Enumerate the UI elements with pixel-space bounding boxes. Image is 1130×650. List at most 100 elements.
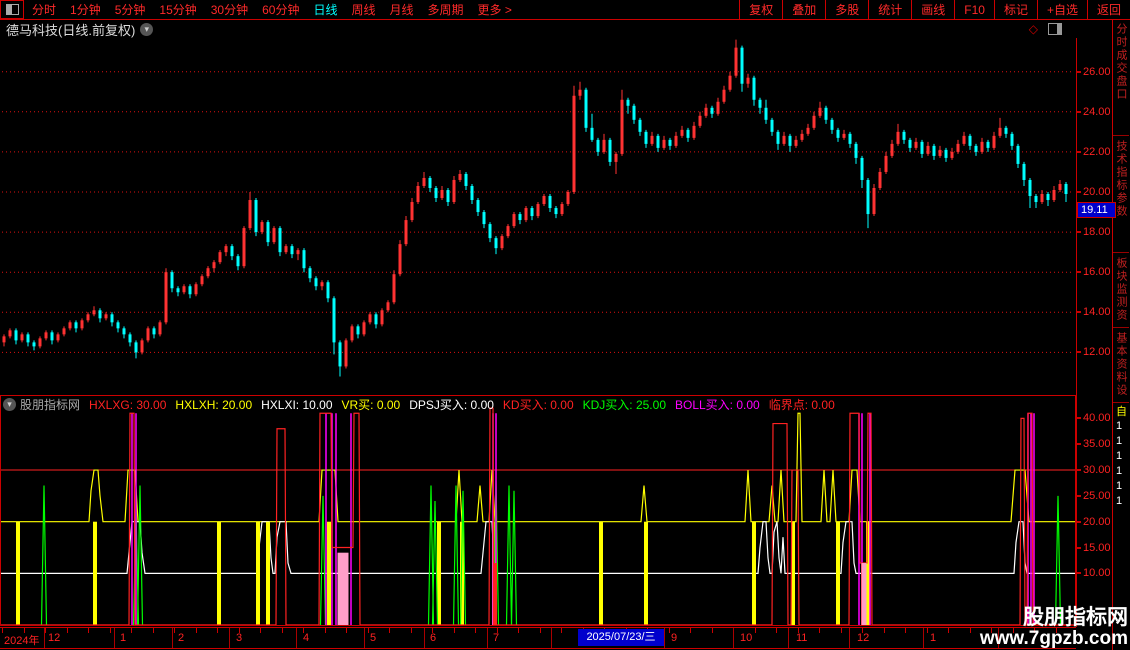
- indicator-axis-label: 15.00: [1083, 541, 1111, 554]
- month-separator: [551, 628, 552, 648]
- candle-body: [128, 334, 132, 343]
- candle-body: [98, 310, 102, 319]
- time-axis-label: 9: [671, 632, 678, 644]
- toolbar-button[interactable]: 多股: [825, 0, 868, 19]
- candle-body: [200, 276, 204, 285]
- diamond-icon[interactable]: ◇: [1028, 22, 1038, 36]
- candle-body: [878, 171, 882, 188]
- candle-body: [530, 208, 534, 217]
- candle-body: [464, 173, 468, 186]
- time-axis[interactable]: 2025/07/23/三 2024年 12 1 2 3 4 5 6 7 9 10 11 12 1: [0, 627, 1076, 649]
- candle-body: [914, 141, 918, 148]
- candle-body: [590, 127, 594, 140]
- candle-body: [620, 99, 624, 154]
- time-tick: [518, 628, 519, 633]
- split-window-icon: [5, 4, 19, 15]
- month-separator: [487, 628, 488, 648]
- time-tick: [260, 628, 261, 633]
- toolbar-button[interactable]: 返回: [1086, 0, 1130, 19]
- side-strip-tab[interactable]: 分时成交盘口: [1113, 19, 1129, 136]
- candle-body: [578, 89, 582, 96]
- toolbar-button[interactable]: 标记: [993, 0, 1037, 19]
- candle-body: [254, 200, 258, 233]
- candle-body: [1010, 133, 1014, 146]
- time-tick: [410, 628, 412, 633]
- candle-body: [758, 99, 762, 108]
- candle-body: [110, 314, 114, 323]
- time-tick: [131, 628, 132, 633]
- period-tab[interactable]: 月线: [389, 3, 414, 17]
- toolbar-button[interactable]: 复权: [739, 0, 782, 19]
- candle-body: [698, 115, 702, 126]
- period-tab[interactable]: 分时: [32, 3, 57, 17]
- candle-body: [938, 149, 942, 156]
- watermark: 股朋指标网 www.7gpzb.com: [980, 606, 1128, 649]
- period-tab[interactable]: 60分钟: [262, 3, 300, 17]
- candle-body: [1058, 183, 1062, 190]
- toolbar-button[interactable]: 画线: [911, 0, 954, 19]
- candle-body: [674, 135, 678, 146]
- indicator-field: KD买入: 0.00: [502, 398, 574, 412]
- period-tab[interactable]: 日线: [313, 3, 338, 17]
- axis-tick: [1077, 469, 1081, 472]
- candle-body: [164, 272, 168, 323]
- candle-body: [320, 282, 324, 287]
- period-tab[interactable]: 30分钟: [210, 3, 249, 17]
- side-strip-tab[interactable]: 基本资料设置: [1113, 328, 1129, 403]
- right-side-strip[interactable]: 分时成交盘口技术指标参数板块监测资讯基本资料设置自 1 1 1 1 1 1: [1112, 19, 1130, 650]
- candle-body: [638, 119, 642, 132]
- toolbar-button[interactable]: F10: [954, 0, 994, 19]
- window-split-button[interactable]: [0, 0, 24, 19]
- month-separator: [998, 628, 999, 648]
- candle-body: [524, 208, 528, 221]
- period-tabs: 分时 1分钟 5分钟 15分钟 30分钟 60分钟 日线 周线 月线 多周期 更多 >: [32, 1, 526, 18]
- time-axis-label: 12: [48, 632, 61, 644]
- time-tick: [1055, 628, 1057, 633]
- time-tick: [152, 628, 154, 633]
- candle-body: [158, 322, 162, 335]
- period-tab[interactable]: 周线: [351, 3, 376, 17]
- time-axis-label: 1: [120, 632, 127, 644]
- time-tick: [1012, 628, 1014, 633]
- time-tick: [668, 628, 670, 633]
- time-axis-label: 2024年: [4, 635, 40, 647]
- candle-body: [776, 131, 780, 144]
- time-tick: [66, 628, 68, 633]
- candle-body: [212, 262, 216, 269]
- axis-tick: [1077, 351, 1081, 354]
- indicator-title: ▾ 股朋指标网: [3, 396, 80, 413]
- candle-body: [644, 131, 648, 144]
- side-strip-tab[interactable]: 技术指标参数: [1113, 136, 1129, 253]
- candle-body: [326, 282, 330, 299]
- candle-body: [950, 151, 954, 158]
- period-tab[interactable]: 15分钟: [159, 3, 197, 17]
- time-tick: [991, 628, 992, 633]
- candle-body: [908, 139, 912, 148]
- indicator-field: VR买: 0.00: [341, 398, 401, 412]
- indicator-spike: [136, 485, 144, 625]
- title-icons: ◇: [1029, 22, 1062, 36]
- toolbar-button[interactable]: 统计: [868, 0, 911, 19]
- candle-body: [920, 141, 924, 154]
- axis-tick: [1077, 417, 1081, 420]
- candle-body: [338, 342, 342, 367]
- time-tick: [23, 628, 25, 633]
- chevron-down-icon[interactable]: ▾: [140, 22, 154, 36]
- side-strip-tab[interactable]: 板块监测资讯: [1113, 253, 1129, 328]
- price-axis-label: 24.00: [1083, 105, 1111, 118]
- panel-layout-icon[interactable]: [1048, 23, 1062, 35]
- period-tab[interactable]: 1分钟: [70, 3, 101, 17]
- period-tab[interactable]: 5分钟: [114, 3, 146, 17]
- toolbar-button[interactable]: 叠加: [782, 0, 825, 19]
- candle-body: [1040, 194, 1044, 203]
- candle-body: [44, 332, 48, 339]
- chevron-down-icon[interactable]: ▾: [3, 398, 16, 411]
- candle-body: [1028, 179, 1032, 197]
- candle-body: [1016, 145, 1020, 164]
- candle-body: [86, 314, 90, 321]
- period-tab[interactable]: 多周期: [427, 3, 464, 17]
- period-tab[interactable]: 更多 >: [477, 3, 512, 17]
- toolbar-button[interactable]: +自选: [1036, 0, 1087, 19]
- candle-body: [152, 328, 156, 335]
- candle-body: [206, 268, 210, 277]
